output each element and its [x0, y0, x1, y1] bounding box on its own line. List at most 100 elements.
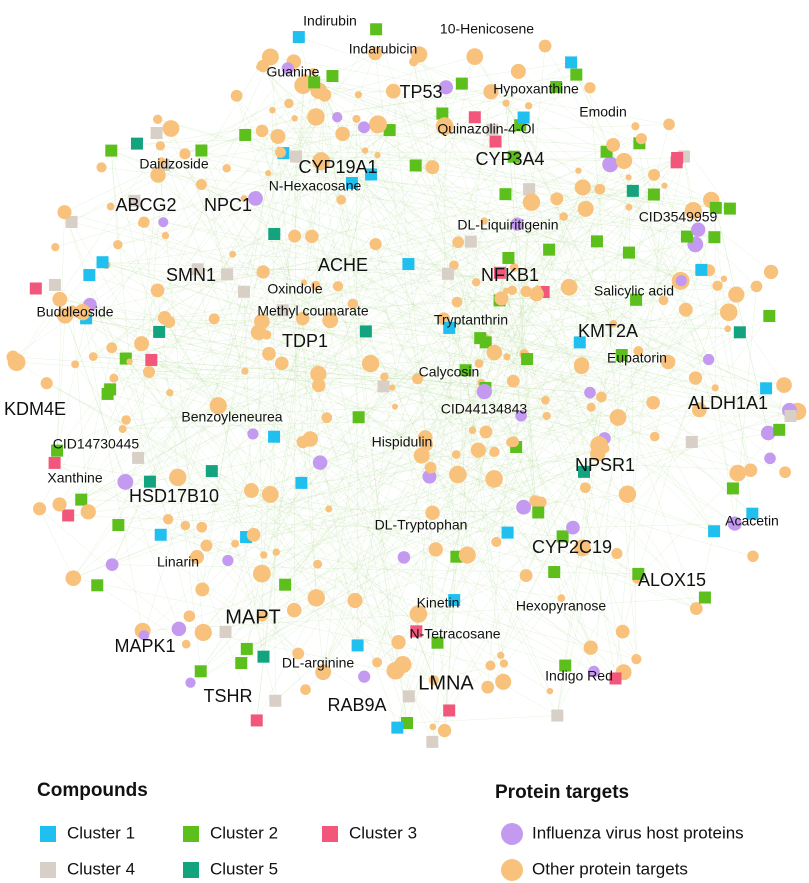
- compound-node: [295, 476, 308, 489]
- protein-node: [361, 354, 380, 373]
- edge: [93, 356, 591, 393]
- edge: [506, 102, 737, 295]
- edge: [118, 457, 139, 526]
- protein-node: [126, 358, 133, 365]
- protein-node: [458, 546, 476, 564]
- protein-node: [336, 194, 347, 205]
- protein-node: [354, 91, 362, 99]
- edge: [568, 287, 734, 489]
- protein-node: [352, 114, 361, 123]
- node-label: NPSR1: [575, 455, 635, 475]
- edge: [81, 157, 678, 500]
- edge: [81, 321, 262, 500]
- protein-node: [171, 621, 187, 637]
- compound-node: [763, 309, 776, 322]
- edge: [496, 164, 611, 542]
- edge: [417, 338, 483, 379]
- edge: [16, 362, 654, 403]
- protein-node: [374, 152, 381, 159]
- edge: [294, 235, 734, 489]
- compound-node: [83, 269, 96, 282]
- edge: [117, 182, 352, 245]
- edge: [461, 83, 619, 418]
- protein-node: [358, 670, 371, 683]
- protein-node: [649, 431, 660, 442]
- node-label: HSD17B10: [129, 486, 219, 506]
- edge: [487, 46, 546, 688]
- protein-node: [542, 411, 551, 421]
- compound-node: [773, 423, 786, 436]
- protein-node: [509, 263, 519, 272]
- edge: [126, 406, 395, 421]
- edge: [200, 241, 471, 672]
- edge: [337, 117, 396, 671]
- compound-node: [365, 168, 378, 181]
- edge: [118, 438, 311, 526]
- edge: [432, 167, 669, 363]
- compound-node: [75, 493, 88, 506]
- edge: [512, 157, 678, 291]
- protein-node: [422, 469, 437, 484]
- edge: [432, 210, 694, 513]
- edge: [312, 71, 458, 303]
- protein-node: [712, 280, 723, 291]
- node-label: CID3549959: [639, 209, 718, 225]
- edge: [160, 534, 637, 660]
- edge: [591, 236, 688, 408]
- protein-node: [494, 291, 509, 306]
- edge: [443, 318, 798, 412]
- protein-node: [302, 431, 319, 447]
- protein-node: [274, 356, 289, 371]
- edge: [268, 353, 751, 471]
- protein-node: [142, 365, 156, 378]
- compound-node: [723, 202, 736, 215]
- edge: [111, 150, 305, 283]
- edge: [322, 417, 359, 673]
- edge: [364, 150, 528, 360]
- edge: [71, 221, 316, 286]
- compound-node: [250, 714, 263, 727]
- protein-node: [503, 353, 511, 361]
- edge: [408, 263, 583, 548]
- edges: [12, 29, 798, 742]
- edge: [164, 317, 534, 499]
- protein-node: [481, 680, 495, 694]
- edge: [261, 321, 791, 417]
- edge: [54, 462, 399, 643]
- protein-node: [566, 520, 580, 535]
- edge: [102, 262, 482, 383]
- edge: [513, 156, 536, 502]
- edge: [514, 267, 780, 431]
- edge: [664, 185, 751, 471]
- protein-node: [594, 183, 606, 195]
- protein-node: [550, 192, 564, 206]
- protein-node: [506, 374, 520, 388]
- edge: [258, 66, 317, 118]
- protein-node: [162, 514, 174, 525]
- protein-node: [209, 397, 227, 415]
- edge: [148, 371, 306, 690]
- protein-node: [386, 662, 404, 680]
- edge: [211, 471, 254, 535]
- edge: [305, 244, 696, 690]
- edge: [262, 65, 715, 238]
- edge: [389, 129, 696, 245]
- edge: [557, 156, 685, 716]
- protein-node: [480, 217, 488, 225]
- edge: [318, 74, 577, 375]
- edge: [531, 202, 700, 410]
- edge: [393, 91, 534, 499]
- protein-node: [57, 307, 74, 324]
- edge: [190, 162, 677, 683]
- node-label: N-Hexacosane: [269, 178, 362, 194]
- edge: [623, 160, 757, 287]
- edge: [294, 118, 697, 609]
- edge: [305, 501, 536, 690]
- protein-node: [332, 112, 343, 123]
- node-label: ABCG2: [115, 195, 176, 215]
- edge: [259, 66, 391, 93]
- edge: [157, 138, 642, 291]
- compound-node: [630, 293, 643, 306]
- edge: [156, 132, 204, 633]
- node-label: ALDH1A1: [688, 393, 768, 413]
